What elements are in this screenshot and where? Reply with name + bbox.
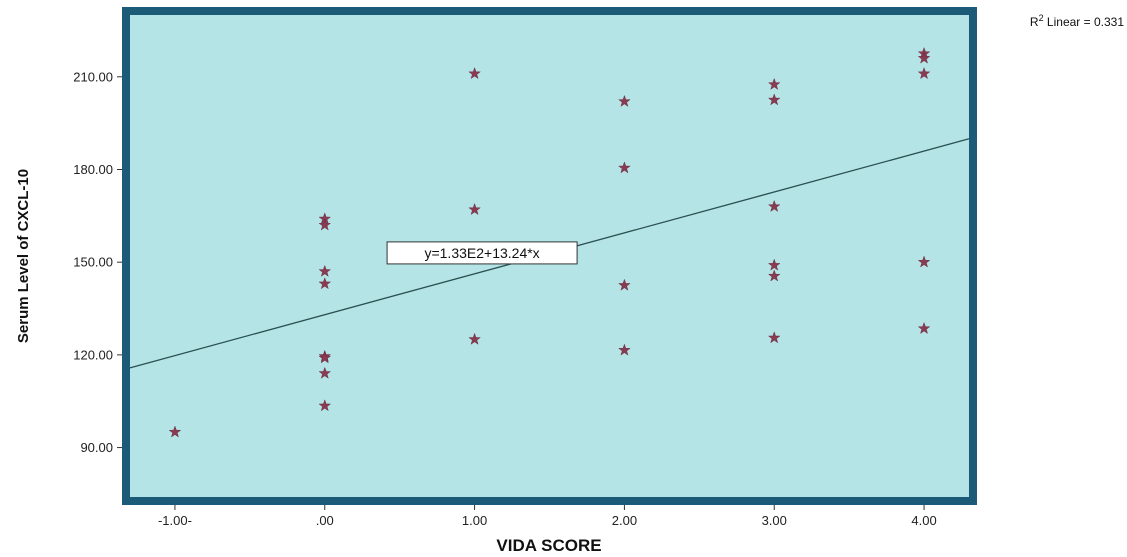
data-point <box>318 277 332 290</box>
x-axis-title: VIDA SCORE <box>496 536 601 555</box>
data-point <box>618 94 631 107</box>
data-point <box>318 351 332 364</box>
data-point <box>318 399 332 412</box>
y-tick-label: 120.00 <box>73 347 113 362</box>
data-point <box>468 332 481 345</box>
data-point <box>318 366 332 379</box>
data-point <box>618 278 631 291</box>
y-tick-label: 90.00 <box>80 440 113 455</box>
data-point <box>767 331 781 344</box>
y-axis-ticks: 90.00 120.00 150.00 180.00 210.00 <box>73 69 122 455</box>
data-point <box>917 51 931 64</box>
data-point <box>618 161 631 174</box>
equation-label: y=1.33E2+13.24*x <box>386 241 578 265</box>
data-points <box>168 47 931 438</box>
data-point <box>767 199 781 212</box>
y-axis-title: Serum Level of CXCL-10 <box>15 169 32 343</box>
data-point <box>618 343 631 356</box>
data-point <box>767 269 781 282</box>
y-tick-label: 210.00 <box>73 69 113 84</box>
data-point <box>917 255 931 268</box>
data-point <box>468 203 481 216</box>
data-point <box>318 218 332 231</box>
data-point <box>468 67 481 80</box>
data-point <box>318 264 332 277</box>
r2-label: R2 Linear = 0.331 <box>1030 13 1124 29</box>
equation-box <box>386 241 578 265</box>
data-point <box>767 258 781 271</box>
equation-text: y=1.33E2+13.24*x <box>424 245 539 261</box>
x-tick-label: -1.00- <box>158 513 192 528</box>
x-tick-label: .00 <box>316 513 334 528</box>
x-axis-ticks: -1.00- .00 1.00 2.00 3.00 4.00 <box>158 505 937 528</box>
data-point <box>168 425 182 438</box>
y-tick-label: 150.00 <box>73 255 113 270</box>
data-point <box>767 93 781 106</box>
data-point <box>767 77 781 90</box>
x-tick-label: 1.00 <box>462 513 487 528</box>
x-tick-label: 4.00 <box>911 513 936 528</box>
data-point <box>917 67 931 80</box>
data-point <box>917 322 931 334</box>
x-tick-label: 3.00 <box>762 513 787 528</box>
y-tick-label: 180.00 <box>73 162 113 177</box>
x-tick-label: 2.00 <box>612 513 637 528</box>
